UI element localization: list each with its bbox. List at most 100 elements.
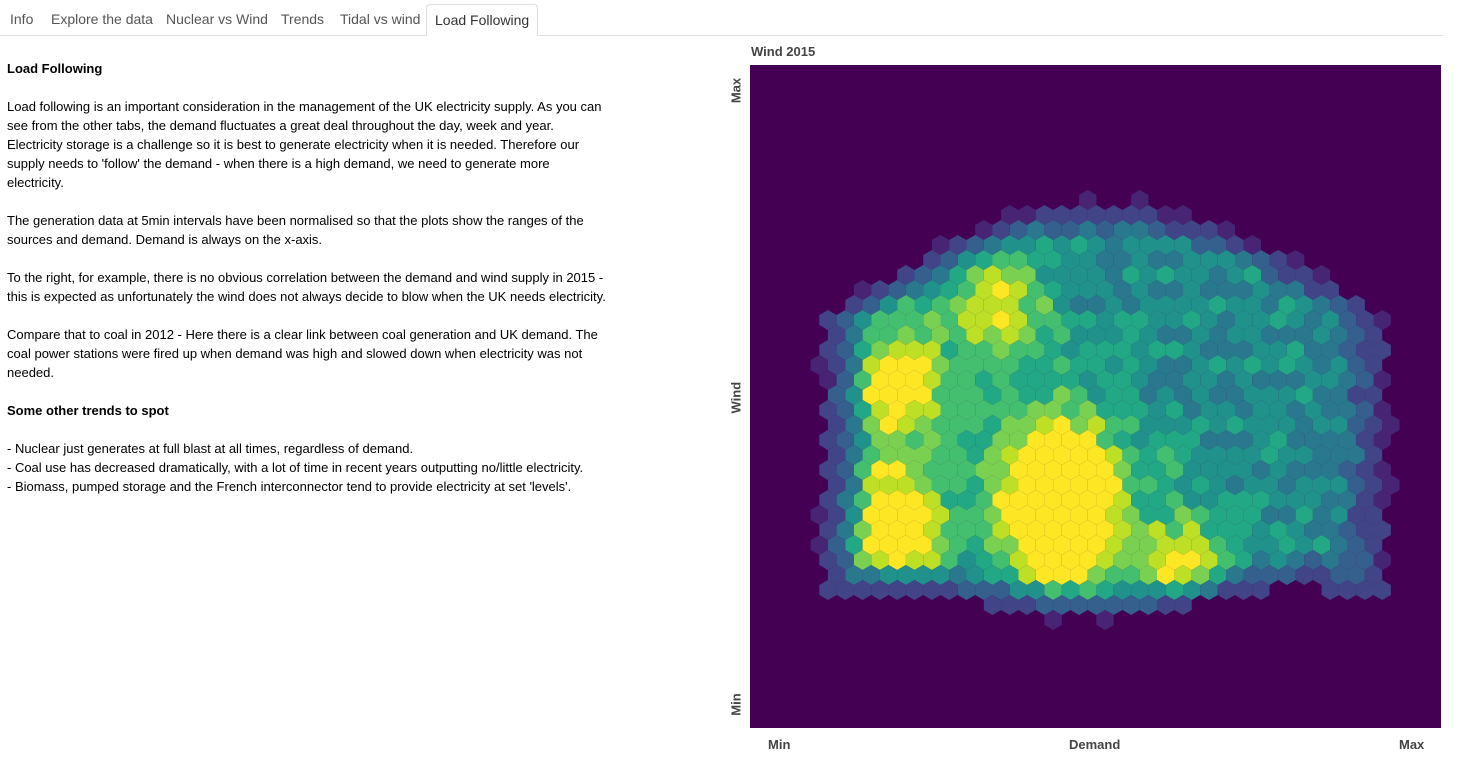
hexbin-cell [1009, 550, 1028, 570]
hexbin-cell [1217, 280, 1235, 300]
hexbin-cell [879, 295, 898, 315]
hexbin-cell [1053, 355, 1071, 375]
hexbin-cell [1261, 325, 1279, 345]
hexbin-cell [1087, 205, 1106, 225]
hexbin-cell [1217, 310, 1235, 330]
hexbin-cell [888, 310, 906, 330]
hexbin-cell [914, 265, 932, 285]
hexbin-cell [1191, 385, 1209, 405]
hexbin-cell [1217, 370, 1235, 390]
hexbin-cell [1209, 505, 1227, 525]
hexbin-cell [1312, 295, 1331, 315]
hexbin-cell [1079, 460, 1097, 480]
hexbin-plot[interactable] [750, 65, 1441, 728]
hexbin-cell [1018, 475, 1036, 495]
hexbin-cell [1009, 220, 1028, 240]
hexbin-cell [1139, 535, 1157, 555]
hexbin-cell [1338, 310, 1357, 330]
hexbin-cell [966, 385, 984, 405]
hexbin-cell [983, 295, 1002, 315]
hexbin-cell [1217, 460, 1235, 480]
hexbin-cell [1200, 550, 1218, 570]
hexbin-cell [1113, 250, 1132, 270]
hexbin-cell [1217, 220, 1235, 240]
tab-tidal-vs-wind[interactable]: Tidal vs wind [340, 11, 421, 27]
hexbin-cell [992, 460, 1010, 480]
hexbin-cell [1096, 220, 1114, 240]
hexbin-cell [1105, 265, 1123, 285]
hexbin-cell [931, 295, 950, 315]
hexbin-cell [1174, 535, 1192, 555]
hexbin-cell [1035, 325, 1054, 345]
hexbin-cell [1209, 415, 1227, 435]
hexbin-cell [1191, 565, 1209, 585]
hexbin-cell [1053, 535, 1071, 555]
hexbin-cell [1044, 340, 1062, 360]
hexbin-cell [1044, 220, 1062, 240]
tab-trends[interactable]: Trends [281, 11, 325, 27]
hexbin-cell [1070, 235, 1088, 255]
hexbin-cell [1261, 505, 1279, 525]
hexbin-cell [1183, 400, 1201, 420]
hexbin-cell [888, 370, 906, 390]
tab-load-following[interactable]: Load Following [426, 4, 539, 36]
hexbin-cell [1148, 430, 1166, 450]
hexbin-cell [992, 370, 1010, 390]
hexbin-cell [1087, 505, 1106, 525]
hexbin-cell [1105, 445, 1123, 465]
hexbin-cell [940, 310, 958, 330]
hexbin-cell [1001, 385, 1019, 405]
hexbin-cell [1079, 370, 1097, 390]
hexbin-cell [862, 505, 880, 525]
hexbin-cell [871, 280, 889, 300]
hexbin-cell [992, 550, 1010, 570]
hexbin-cell [862, 535, 880, 555]
hexbin-cell [1191, 325, 1209, 345]
hexbin-cell [975, 580, 993, 600]
hexbin-cell [931, 415, 950, 435]
hexbin-cell [1364, 535, 1383, 555]
hexbin-cell [819, 520, 837, 540]
hexbin-cell [871, 580, 889, 600]
hexbin-cell [975, 550, 993, 570]
hexbin-cell [1139, 415, 1157, 435]
hexbin-cell [871, 490, 889, 510]
hexbin-cell [1226, 535, 1244, 555]
tab-nuclear-vs-wind[interactable]: Nuclear vs Wind [166, 11, 268, 27]
hexbin-cell [1131, 490, 1149, 510]
hexbin-cell [1330, 325, 1348, 345]
hexbin-cell [1235, 490, 1253, 510]
hexbin-cell [983, 505, 1002, 525]
hexbin-cell [957, 310, 976, 330]
hexbin-cell [949, 295, 967, 315]
hexbin-cell [905, 340, 924, 360]
hexbin-cell [1295, 505, 1313, 525]
hexbin-cell [1261, 445, 1279, 465]
hexbin-cell [1105, 235, 1123, 255]
hexbin-cell [975, 280, 993, 300]
hexbin-cell [1035, 385, 1054, 405]
hexbin-cell [1105, 355, 1123, 375]
hexbin-cell [923, 550, 941, 570]
hexbin-cell [1087, 445, 1106, 465]
hexbin-cell [1044, 400, 1062, 420]
hexbin-cell [1235, 310, 1253, 330]
hexbin-cell [1035, 565, 1054, 585]
hexbin-cell [819, 550, 837, 570]
hexbin-cell [1165, 220, 1183, 240]
hexbin-cell [1096, 250, 1114, 270]
hexbin-cell [1364, 355, 1383, 375]
hexbin-cell [966, 295, 984, 315]
hexbin-cell [1096, 310, 1114, 330]
hexbin-cell [992, 310, 1010, 330]
hexbin-cell [1321, 460, 1339, 480]
hexbin-cell [905, 280, 924, 300]
hexbin-cell [1261, 265, 1279, 285]
hexbin-cell [1001, 475, 1019, 495]
hexbin-cell [827, 475, 846, 495]
tab-explore-the-data[interactable]: Explore the data [51, 11, 153, 27]
hexbin-cell [862, 415, 880, 435]
hexbin-cell [1035, 415, 1054, 435]
tab-info[interactable]: Info [10, 11, 34, 27]
hexbin-cell [983, 595, 1002, 615]
